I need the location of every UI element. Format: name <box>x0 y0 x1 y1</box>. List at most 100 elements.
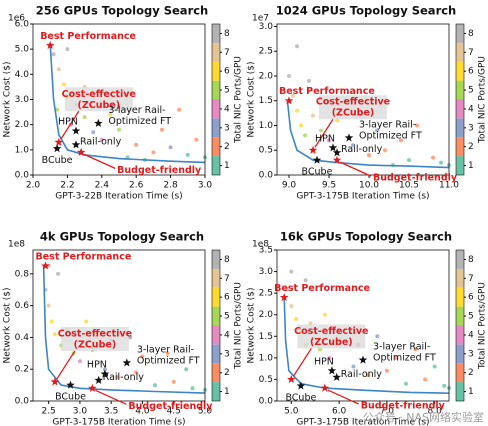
colorbar-swatch <box>456 250 464 269</box>
annotation-label: Rail-only <box>341 369 383 380</box>
x-axis-label: GPT-3-22B Iteration Time (s) <box>55 192 182 202</box>
x-axis-label: GPT-3-175B Iteration Time (s) <box>52 418 185 426</box>
x-tick-label: 3.0 <box>198 181 213 191</box>
y-tick-label: 1.0 <box>259 353 274 363</box>
star-marker <box>45 40 55 49</box>
x-tick-label: 10.0 <box>359 181 379 191</box>
colorbar-swatch <box>456 382 464 401</box>
star-marker <box>122 358 132 367</box>
scatter-point <box>91 130 96 135</box>
y-tick-label: 0.0 <box>259 397 274 407</box>
scatter-point <box>431 155 435 160</box>
y-tick-label: 0.0 <box>15 171 30 181</box>
scatter-point <box>49 319 54 324</box>
colorbar-swatch <box>456 118 464 138</box>
annotation-label: Rail-only <box>341 144 383 155</box>
x-tick-label: 2.8 <box>163 181 178 191</box>
colorbar-tick-label: 6 <box>468 67 474 77</box>
annotation-label: HPN <box>314 356 334 367</box>
x-tick-label: 9.0 <box>282 181 297 191</box>
colorbar-tick-label: 6 <box>224 67 230 77</box>
colorbar-swatch <box>212 306 220 326</box>
y-multiplier: 1e6 <box>8 14 25 24</box>
star-marker <box>332 372 341 381</box>
colorbar-swatch <box>212 287 220 307</box>
star-marker <box>344 133 354 142</box>
colorbar-swatch <box>212 118 220 138</box>
star-marker <box>76 147 86 156</box>
pareto-frontier <box>49 44 206 164</box>
colorbar-swatch <box>212 99 220 119</box>
highlight-box <box>60 326 129 351</box>
y-multiplier: 1e8 <box>252 240 269 250</box>
colorbar-label: Total NIC Ports/GPU <box>234 56 244 144</box>
colorbar-tick-label: 3 <box>468 349 474 359</box>
colorbar-tick-label: 7 <box>224 48 230 58</box>
y-tick-label: 2.5 <box>259 289 273 299</box>
annotation-label: Budget-friendly <box>373 173 458 184</box>
scatter-point <box>432 364 437 369</box>
chart-title: 4k GPUs Topology Search <box>40 230 204 244</box>
star-marker <box>71 126 81 135</box>
annotation-label: Rail-only <box>103 372 145 383</box>
annotation-label: HPN <box>315 133 335 144</box>
colorbar-tick-label: 4 <box>468 104 474 114</box>
annotation-label: (ZCube) <box>310 337 353 348</box>
y-tick-label: 6.0 <box>15 20 30 30</box>
colorbar-swatch <box>212 268 220 288</box>
star-marker <box>332 155 342 164</box>
scatter-point <box>375 334 380 339</box>
star-marker <box>94 375 103 384</box>
colorbar-swatch <box>456 156 464 175</box>
y-tick-label: 3.0 <box>259 22 274 32</box>
chart-title: 1024 GPUs Topology Search <box>276 4 457 18</box>
colorbar-swatch <box>212 61 220 81</box>
chart-title: 256 GPUs Topology Search <box>36 4 209 18</box>
y-tick-label: 0.4 <box>15 333 30 343</box>
x-tick-label: 3.0 <box>73 407 88 417</box>
scatter-point <box>327 138 331 143</box>
colorbar-tick-label: 8 <box>468 255 474 265</box>
star-marker <box>332 148 342 157</box>
colorbar-swatch <box>212 42 220 62</box>
annotation-label: BCube <box>42 155 73 166</box>
scatter-point <box>351 364 356 369</box>
colorbar-swatch <box>456 344 464 364</box>
annotation-arrow <box>339 161 372 177</box>
annotation-label: (ZCube) <box>78 100 121 111</box>
star-marker <box>88 383 97 392</box>
scatter-point <box>190 386 195 391</box>
colorbar-frame <box>455 249 465 402</box>
y-tick-label: 0.8 <box>15 269 30 279</box>
x-tick-label: 4.0 <box>135 407 150 417</box>
scatter-point <box>322 312 327 317</box>
scatter-point <box>165 351 170 356</box>
colorbar-swatch <box>212 344 220 364</box>
colorbar-tick-label: 8 <box>224 29 230 39</box>
scatter-point <box>307 78 311 83</box>
scatter-point <box>151 150 156 155</box>
subplot: 1024 GPUs Topology Search 1e7 GPT-3-175B I… <box>247 4 488 202</box>
annotation-label: BCube <box>55 392 86 403</box>
scatter-point <box>327 355 332 360</box>
y-tick-label: 1.0 <box>15 145 30 155</box>
highlight-box <box>319 95 387 120</box>
y-tick-label: 5.0 <box>15 45 30 55</box>
scatter-point <box>160 127 164 132</box>
scatter-point <box>407 158 411 163</box>
x-tick-label: 2.0 <box>26 181 41 191</box>
colorbar-tick-label: 2 <box>224 368 230 378</box>
x-tick-label: 2.4 <box>95 181 110 191</box>
colorbar-label: Total NIC Ports/GPU <box>478 56 488 144</box>
colorbar-swatch <box>212 156 220 175</box>
star-marker <box>287 374 296 384</box>
x-axis-label: GPT-3-175B Iteration Time (s) <box>296 192 429 202</box>
annotation-label: 3-layer Rail- <box>373 342 430 353</box>
scatter-point <box>99 137 104 142</box>
x-tick-label: 2.5 <box>41 407 55 417</box>
annotation-label: Optimized FT <box>359 130 422 141</box>
colorbar-tick-label: 2 <box>224 142 230 152</box>
subplot: 16k GPUs Topology Search 1e8 GPT-3-175B It… <box>247 230 488 426</box>
annotation-arrow <box>292 348 312 377</box>
